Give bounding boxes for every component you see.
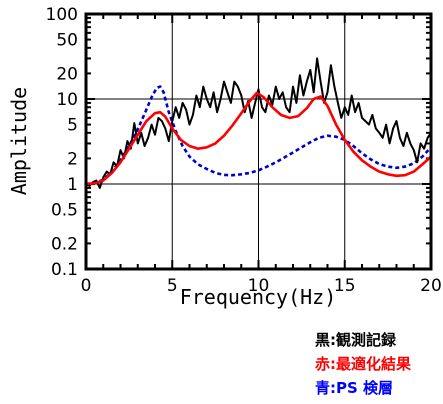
x-tick-label: 5 — [167, 276, 178, 296]
series-line-0 — [85, 57, 432, 189]
plot-frame — [84, 12, 433, 271]
y-tick-labels: 0.1 0.2 0.5 1 2 5 10 20 50 100 — [46, 5, 78, 280]
series-line-1 — [85, 91, 432, 186]
y-tick-label: 5 — [67, 116, 78, 136]
legend-entry-0: 黒:観測記録 — [315, 331, 397, 349]
y-axis-label: Amplitude — [7, 87, 31, 195]
series-lines — [85, 57, 432, 189]
x-tick-labels: 0 5 10 15 20 — [81, 276, 442, 296]
legend-entry-2: 青:PS 検層 — [315, 379, 393, 397]
x-tick-label: 20 — [420, 276, 442, 296]
y-tick-label: 0.1 — [51, 260, 78, 280]
y-tick-label: 50 — [56, 31, 78, 51]
x-tick-label: 10 — [248, 276, 270, 296]
y-tick-label: 1 — [67, 175, 78, 195]
series-line-2 — [85, 85, 432, 186]
y-tick-label: 100 — [46, 5, 78, 25]
y-tick-label: 2 — [67, 149, 78, 169]
x-tick-label: 15 — [334, 276, 356, 296]
x-axis-label: Frequency(Hz) — [180, 285, 337, 309]
y-tick-label: 10 — [56, 90, 78, 110]
y-tick-label: 0.2 — [51, 234, 78, 254]
y-tick-label: 20 — [56, 64, 78, 84]
y-tick-label: 0.5 — [51, 201, 78, 221]
legend-entry-1: 赤:最適化結果 — [315, 355, 412, 373]
x-tick-label: 0 — [81, 276, 92, 296]
